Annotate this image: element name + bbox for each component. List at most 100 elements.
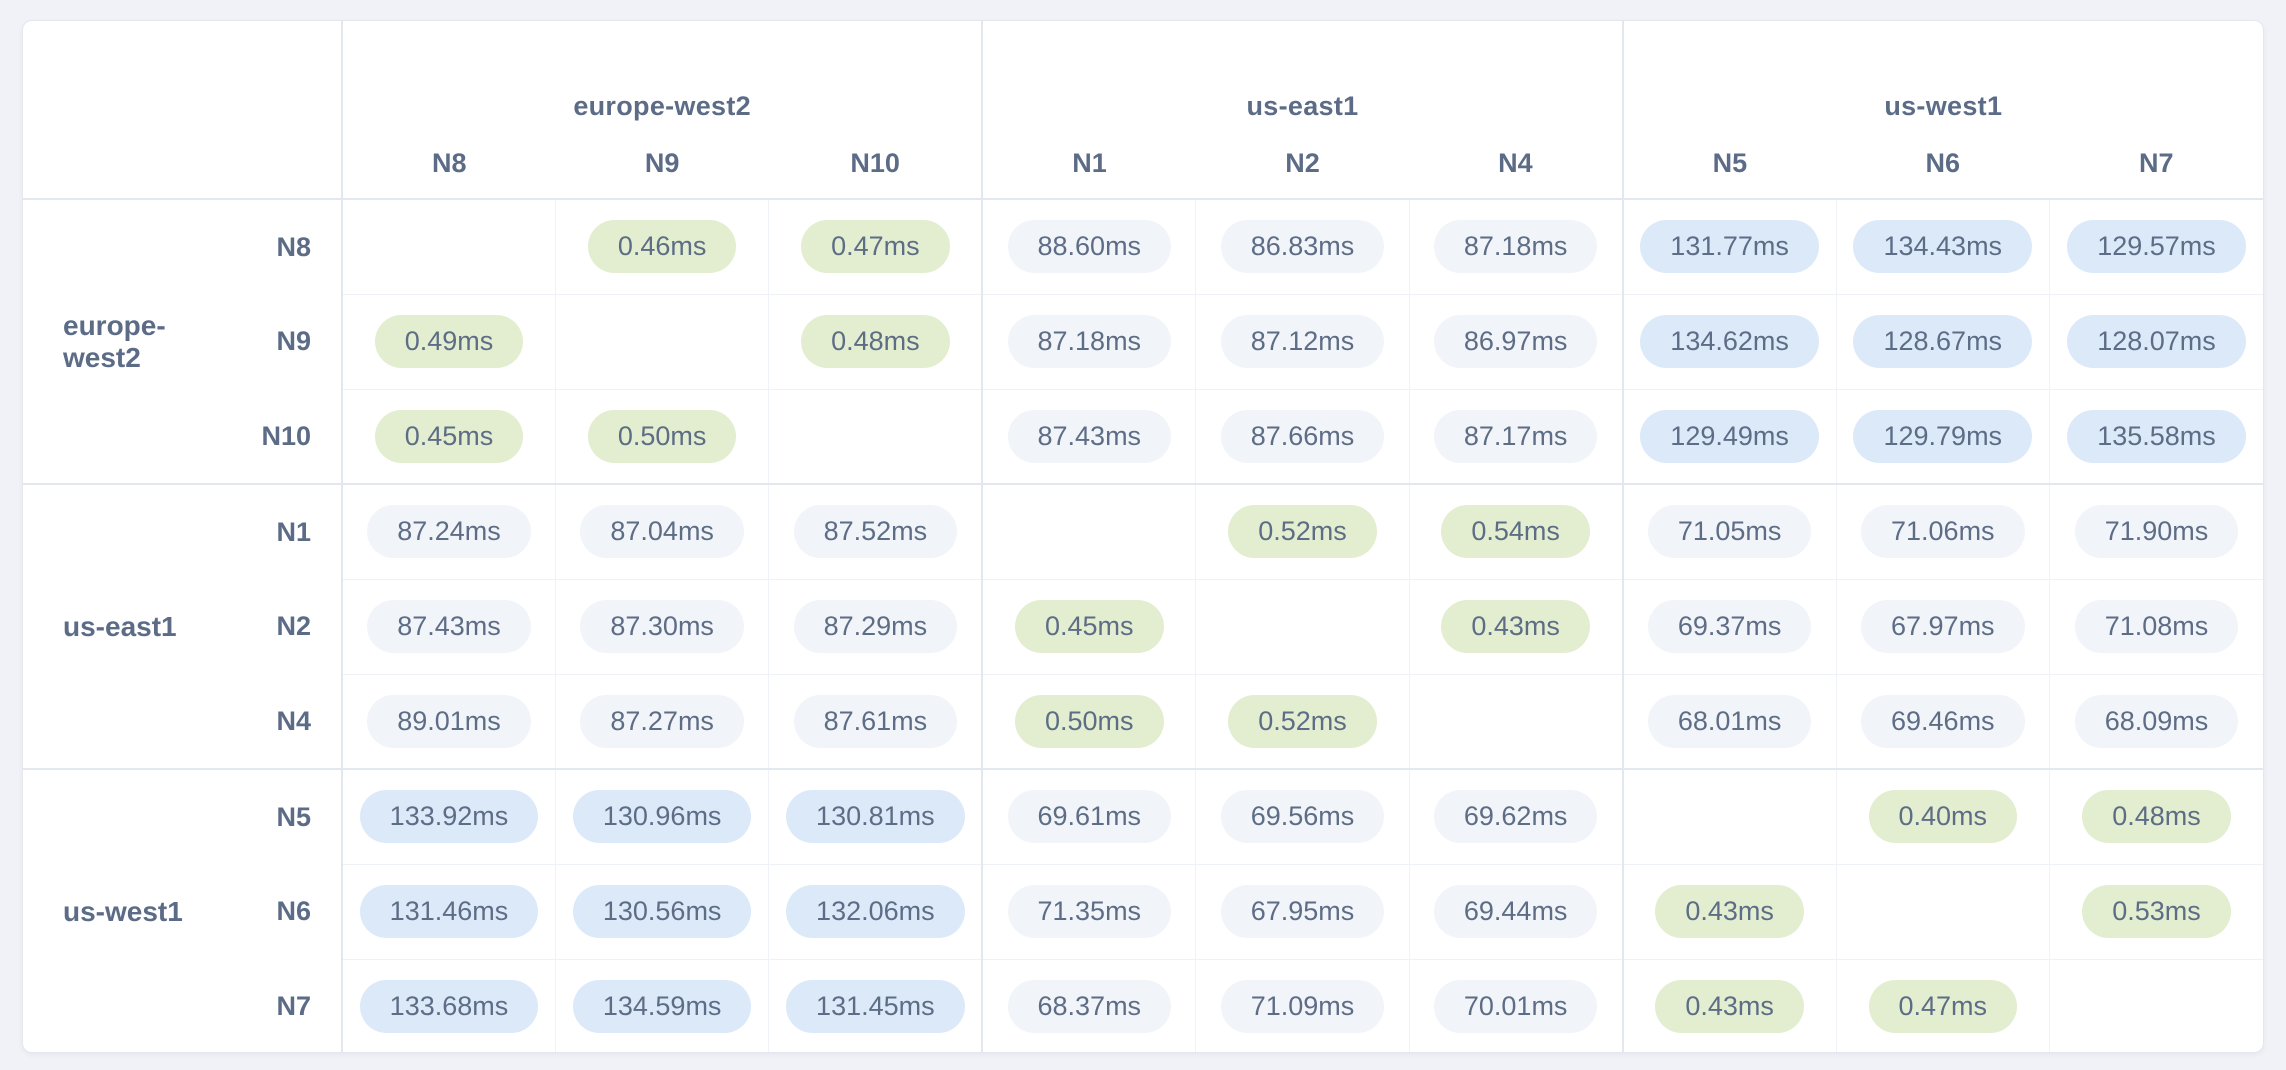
latency-cell: 87.24ms bbox=[340, 484, 556, 579]
latency-pill[interactable]: 89.01ms bbox=[367, 694, 531, 748]
table-row-N4: N4 89.01ms 87.27ms 87.61ms 0.50ms 0.52ms 68.01… bbox=[23, 673, 2263, 769]
latency-pill[interactable]: 67.97ms bbox=[1861, 600, 2025, 653]
latency-pill[interactable]: 86.97ms bbox=[1433, 315, 1598, 368]
latency-cell: 0.52ms bbox=[1195, 673, 1410, 769]
latency-pill[interactable]: 87.12ms bbox=[1220, 315, 1385, 368]
latency-cell: 67.97ms bbox=[1835, 578, 2050, 674]
row-group-region-us-east1: us-east1 bbox=[63, 610, 177, 642]
latency-pill[interactable]: 0.52ms bbox=[1228, 505, 1377, 559]
latency-pill[interactable]: 130.56ms bbox=[572, 885, 752, 938]
latency-pill[interactable]: 0.45ms bbox=[374, 409, 524, 463]
latency-pill[interactable]: 68.09ms bbox=[2074, 694, 2239, 748]
latency-pill[interactable]: 87.04ms bbox=[580, 505, 744, 559]
latency-pill[interactable]: 0.50ms bbox=[1015, 694, 1164, 748]
latency-pill[interactable]: 131.45ms bbox=[786, 980, 965, 1034]
column-group-region-us-west1: us-west1 bbox=[1621, 21, 2263, 146]
latency-pill[interactable]: 129.79ms bbox=[1853, 409, 2033, 463]
latency-pill[interactable]: 87.27ms bbox=[580, 694, 744, 748]
latency-pill[interactable]: 71.05ms bbox=[1647, 505, 1812, 559]
latency-pill[interactable]: 129.49ms bbox=[1640, 409, 1819, 463]
latency-pill[interactable]: 86.83ms bbox=[1220, 220, 1385, 274]
latency-pill[interactable]: 0.49ms bbox=[374, 315, 524, 368]
latency-pill[interactable]: 69.37ms bbox=[1647, 600, 1812, 653]
latency-pill[interactable]: 128.67ms bbox=[1853, 315, 2033, 368]
latency-pill[interactable]: 134.62ms bbox=[1640, 315, 1819, 368]
latency-pill[interactable]: 0.47ms bbox=[1868, 980, 2018, 1034]
latency-pill[interactable]: 128.07ms bbox=[2067, 315, 2246, 368]
latency-pill[interactable]: 134.43ms bbox=[1853, 220, 2033, 274]
latency-pill[interactable]: 135.58ms bbox=[2067, 409, 2246, 463]
latency-cell: 131.46ms bbox=[340, 863, 556, 959]
latency-pill[interactable]: 87.43ms bbox=[1007, 409, 1172, 463]
latency-cell: 71.35ms bbox=[981, 863, 1196, 959]
latency-cell: 128.67ms bbox=[1835, 293, 2050, 389]
latency-pill[interactable]: 0.50ms bbox=[587, 409, 737, 463]
latency-pill[interactable]: 87.18ms bbox=[1433, 220, 1598, 274]
latency-pill[interactable]: 0.40ms bbox=[1868, 790, 2018, 844]
latency-pill[interactable]: 87.29ms bbox=[793, 600, 958, 653]
column-header-node-N10: N10 bbox=[850, 148, 900, 178]
latency-pill[interactable]: 87.30ms bbox=[580, 600, 744, 653]
latency-pill[interactable]: 0.52ms bbox=[1228, 694, 1377, 748]
latency-pill[interactable]: 130.81ms bbox=[786, 790, 965, 844]
latency-pill[interactable]: 71.35ms bbox=[1007, 885, 1172, 938]
latency-pill[interactable]: 71.90ms bbox=[2074, 505, 2239, 559]
latency-cell: 0.43ms bbox=[1621, 863, 1837, 959]
latency-pill[interactable]: 69.44ms bbox=[1433, 885, 1598, 938]
latency-pill[interactable]: 0.54ms bbox=[1441, 505, 1590, 559]
latency-pill[interactable]: 0.45ms bbox=[1015, 600, 1164, 653]
latency-pill[interactable]: 0.46ms bbox=[587, 220, 737, 274]
latency-cell: 0.54ms bbox=[1408, 484, 1623, 579]
latency-pill[interactable]: 87.52ms bbox=[793, 505, 958, 559]
latency-pill[interactable]: 68.37ms bbox=[1007, 980, 1172, 1034]
latency-pill[interactable]: 0.43ms bbox=[1655, 980, 1804, 1034]
latency-pill[interactable]: 87.43ms bbox=[367, 600, 531, 653]
latency-pill[interactable]: 134.59ms bbox=[572, 980, 752, 1034]
latency-cell: 69.56ms bbox=[1195, 769, 1410, 864]
latency-cell bbox=[981, 484, 1196, 579]
latency-pill[interactable]: 67.95ms bbox=[1220, 885, 1385, 938]
latency-pill[interactable]: 133.92ms bbox=[359, 790, 539, 844]
latency-cell: 87.04ms bbox=[554, 484, 769, 579]
latency-cell: 89.01ms bbox=[340, 673, 556, 769]
latency-pill[interactable]: 131.77ms bbox=[1640, 220, 1819, 274]
latency-pill[interactable]: 71.06ms bbox=[1861, 505, 2025, 559]
latency-pill[interactable]: 0.43ms bbox=[1655, 885, 1804, 938]
latency-cell: 69.37ms bbox=[1621, 578, 1837, 674]
row-header-node-N9: N9 bbox=[276, 326, 311, 356]
latency-pill[interactable]: 131.46ms bbox=[359, 885, 539, 938]
latency-pill[interactable]: 70.01ms bbox=[1433, 980, 1598, 1034]
latency-pill[interactable]: 132.06ms bbox=[786, 885, 965, 938]
latency-pill[interactable]: 68.01ms bbox=[1647, 694, 1812, 748]
latency-pill[interactable]: 87.18ms bbox=[1007, 315, 1172, 368]
latency-pill[interactable]: 0.47ms bbox=[801, 220, 950, 274]
latency-pill[interactable]: 133.68ms bbox=[359, 980, 539, 1034]
latency-cell: 0.53ms bbox=[2049, 863, 2263, 959]
latency-cell: 0.40ms bbox=[1835, 769, 2050, 864]
latency-pill[interactable]: 87.17ms bbox=[1433, 409, 1598, 463]
latency-pill[interactable]: 71.08ms bbox=[2074, 600, 2239, 653]
latency-pill[interactable]: 0.48ms bbox=[2082, 790, 2231, 844]
latency-matrix-card: europe-west2 us-east1 us-west1 N8 N9 N10 N1 N2 N… bbox=[22, 20, 2264, 1053]
row-header-node-N4: N4 bbox=[276, 705, 311, 736]
latency-pill[interactable]: 87.24ms bbox=[367, 505, 531, 559]
latency-pill[interactable]: 0.43ms bbox=[1441, 600, 1590, 653]
latency-pill[interactable]: 69.61ms bbox=[1007, 790, 1172, 844]
latency-pill[interactable]: 71.09ms bbox=[1220, 980, 1385, 1034]
latency-pill[interactable]: 130.96ms bbox=[572, 790, 752, 844]
latency-pill[interactable]: 69.56ms bbox=[1220, 790, 1385, 844]
latency-pill[interactable]: 87.61ms bbox=[793, 694, 958, 748]
latency-pill[interactable]: 69.62ms bbox=[1433, 790, 1598, 844]
column-header-node-N2: N2 bbox=[1285, 148, 1320, 178]
latency-pill[interactable]: 69.46ms bbox=[1861, 694, 2025, 748]
column-header-node-N1: N1 bbox=[981, 146, 1196, 199]
latency-cell bbox=[1408, 673, 1623, 769]
latency-pill[interactable]: 88.60ms bbox=[1007, 220, 1172, 274]
latency-pill[interactable]: 0.53ms bbox=[2082, 885, 2231, 938]
latency-pill[interactable]: 0.48ms bbox=[801, 315, 950, 368]
latency-cell: 130.81ms bbox=[768, 769, 983, 864]
latency-cell: 68.01ms bbox=[1621, 673, 1837, 769]
column-header-node-N6: N6 bbox=[1925, 148, 1961, 178]
latency-pill[interactable]: 129.57ms bbox=[2067, 220, 2246, 274]
latency-pill[interactable]: 87.66ms bbox=[1220, 409, 1385, 463]
